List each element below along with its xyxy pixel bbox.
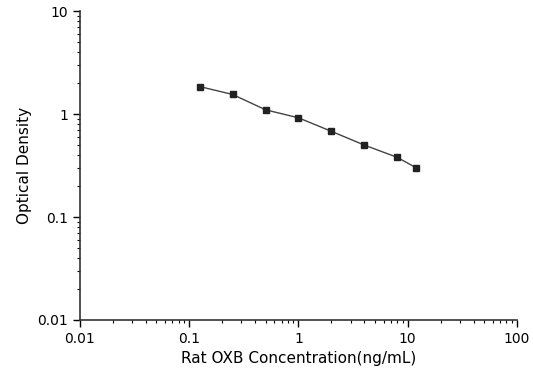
Y-axis label: Optical Density: Optical Density [17,107,32,224]
X-axis label: Rat OXB Concentration(ng/mL): Rat OXB Concentration(ng/mL) [181,351,416,366]
